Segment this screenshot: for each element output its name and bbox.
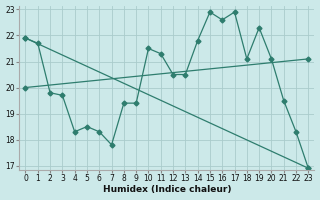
X-axis label: Humidex (Indice chaleur): Humidex (Indice chaleur) xyxy=(103,185,231,194)
